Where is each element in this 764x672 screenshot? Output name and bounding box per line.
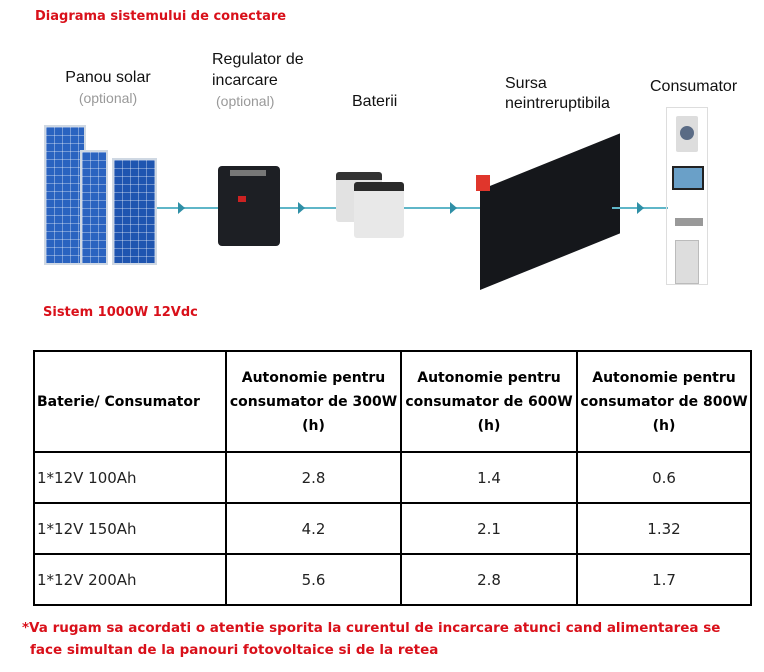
cell-battery: 1*12V 100Ah bbox=[33, 451, 227, 504]
cell-value: 5.6 bbox=[225, 553, 402, 606]
warning-note-line1: *Va rugam sa acordati o atentie sporita … bbox=[22, 620, 721, 636]
label-charge-controller: Regulator de incarcare (optional) bbox=[212, 49, 332, 112]
label-solar-panel: Panou solar (optional) bbox=[53, 68, 163, 109]
node-label: Panou solar bbox=[65, 69, 151, 86]
header-800w: Autonomie pentru consumator de 800W (h) bbox=[576, 350, 752, 453]
arrow-icon bbox=[450, 202, 457, 214]
appliances-icon bbox=[666, 107, 708, 285]
cell-value: 1.4 bbox=[400, 451, 578, 504]
cell-value: 0.6 bbox=[576, 451, 752, 504]
arrow-icon bbox=[178, 202, 185, 214]
node-optional: (optional) bbox=[78, 90, 138, 106]
cell-battery: 1*12V 200Ah bbox=[33, 553, 227, 606]
warning-note-line2: face simultan de la panouri fotovoltaice… bbox=[30, 642, 439, 658]
cell-value: 1.32 bbox=[576, 502, 752, 555]
header-600w: Autonomie pentru consumator de 600W (h) bbox=[400, 350, 578, 453]
cell-value: 1.7 bbox=[576, 553, 752, 606]
table-row: 1*12V 100Ah 2.8 1.4 0.6 bbox=[33, 451, 752, 504]
label-batteries: Baterii bbox=[352, 93, 398, 110]
system-title: Sistem 1000W 12Vdc bbox=[43, 305, 198, 320]
header-300w: Autonomie pentru consumator de 300W (h) bbox=[225, 350, 402, 453]
node-optional: (optional) bbox=[216, 93, 275, 109]
arrow-icon bbox=[298, 202, 305, 214]
arrow-icon bbox=[637, 202, 644, 214]
cell-value: 2.8 bbox=[225, 451, 402, 504]
charge-controller-icon bbox=[218, 166, 280, 246]
cell-value: 2.1 bbox=[400, 502, 578, 555]
diagram-title: Diagrama sistemului de conectare bbox=[35, 9, 287, 24]
autonomy-table: Baterie/ Consumator Autonomie pentru con… bbox=[33, 350, 752, 606]
table-row: 1*12V 150Ah 4.2 2.1 1.32 bbox=[33, 502, 752, 555]
header-battery-consumer: Baterie/ Consumator bbox=[33, 350, 227, 453]
label-consumer: Consumator bbox=[650, 78, 738, 95]
node-label: Regulator de incarcare bbox=[212, 51, 304, 89]
cell-value: 4.2 bbox=[225, 502, 402, 555]
label-ups: Sursa neintreruptibila bbox=[505, 75, 610, 112]
table-row: 1*12V 200Ah 5.6 2.8 1.7 bbox=[33, 553, 752, 606]
cell-value: 2.8 bbox=[400, 553, 578, 606]
table-header-row: Baterie/ Consumator Autonomie pentru con… bbox=[33, 350, 752, 453]
cell-battery: 1*12V 150Ah bbox=[33, 502, 227, 555]
